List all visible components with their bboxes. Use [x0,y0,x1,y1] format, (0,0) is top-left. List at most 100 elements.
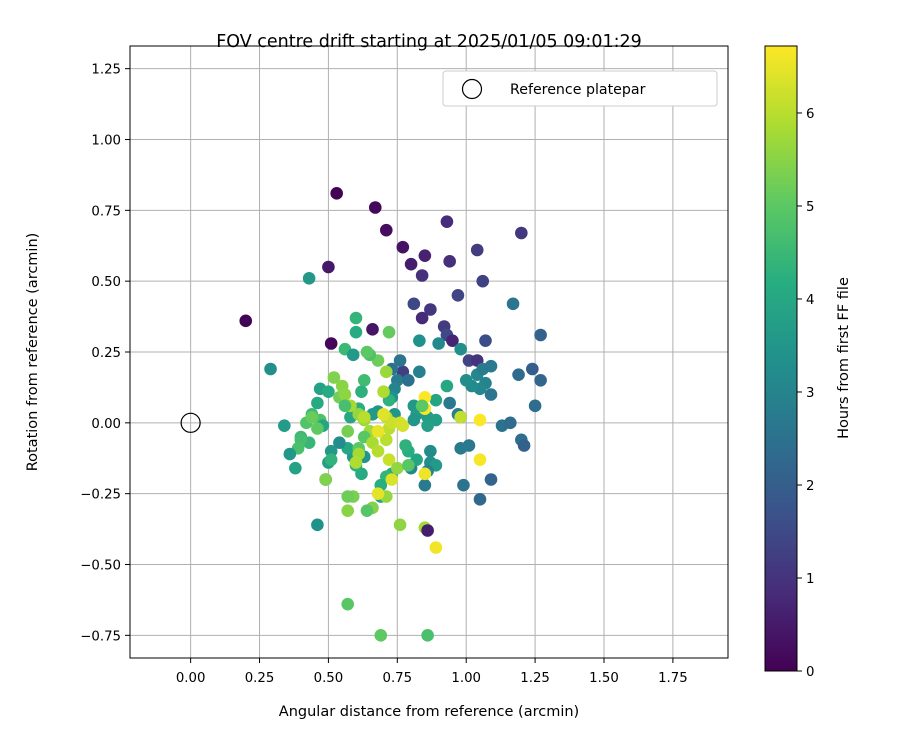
data-point [371,444,385,458]
y-tick-label: 0.00 [91,417,121,432]
data-point [424,444,437,458]
data-point [391,461,404,475]
data-point [305,410,319,424]
data-point [440,379,454,393]
data-point [371,425,385,438]
chart-title: FOV centre drift starting at 2025/01/05 … [216,32,642,52]
colorbar-gradient [764,45,798,672]
x-tick-label: 1.00 [451,671,481,686]
x-tick-label: 0.00 [176,671,206,686]
data-point [443,396,456,410]
x-tick-label: 0.50 [314,671,344,686]
y-tick-label: 0.75 [91,204,121,219]
data-point [413,334,426,347]
data-point [311,422,324,435]
data-point [382,325,396,339]
colorbar: 0 1 2 3 4 5 6 Hours from first FF file [764,45,852,680]
data-point [413,365,426,379]
data-point [407,413,421,427]
data-point [418,249,432,262]
x-axis-ticks: 0.00 0.25 0.50 0.75 1.00 1.25 1.50 1.75 [176,658,688,686]
data-point [379,365,393,379]
data-point [338,388,352,401]
data-point [289,461,302,475]
data-point [322,385,335,398]
data-point [534,374,547,387]
y-tick-label: 0.25 [91,346,121,361]
x-tick-label: 1.75 [658,671,688,686]
data-point [360,504,374,517]
data-point [278,419,291,432]
data-point [415,399,429,413]
data-point [341,490,355,503]
colorbar-label: Hours from first FF file [836,277,852,439]
data-point [239,314,253,328]
colorbar-tick-label: 0 [806,665,814,680]
data-point [393,354,407,367]
data-point [324,453,338,466]
x-tick-label: 0.75 [383,671,413,686]
colorbar-ticks: 0 1 2 3 4 5 6 [797,107,814,680]
data-point [368,201,382,214]
data-point [526,362,539,376]
data-point [338,399,352,413]
data-point [421,629,434,642]
colorbar-tick-label: 5 [806,200,814,215]
data-point [432,337,445,350]
data-point [506,297,520,311]
data-point [418,467,432,481]
data-point [429,393,443,407]
data-point [302,272,316,285]
x-tick-label: 1.25 [520,671,550,686]
data-point [283,447,297,461]
data-point [346,348,360,362]
colorbar-tick-label: 6 [806,107,814,122]
data-point [327,371,341,384]
data-point [357,374,371,387]
data-point [399,439,412,452]
data-point [503,416,517,430]
data-point [355,385,368,398]
y-tick-label: 1.00 [91,134,121,149]
legend-box [442,70,718,107]
data-point [517,439,531,452]
colorbar-tick-label: 1 [806,572,814,587]
data-point [371,487,385,500]
x-axis-label: Angular distance from reference (arcmin) [279,704,579,720]
data-point [349,311,363,325]
colorbar-tick-label: 2 [806,479,814,494]
data-point [393,518,407,532]
data-point [415,311,429,325]
data-point [473,413,487,427]
data-point [330,187,343,200]
data-point [446,334,459,347]
data-point [311,518,324,532]
y-tick-label: 0.50 [91,275,121,290]
legend-label: Reference platepar [510,82,646,98]
data-point [374,629,388,642]
data-point [349,325,363,339]
data-point [333,436,346,449]
data-point [377,385,390,398]
data-point [415,269,429,282]
data-point [360,345,374,359]
y-tick-label: −0.75 [80,629,121,644]
legend: Reference platepar [442,70,718,107]
data-point [421,524,434,537]
y-axis-ticks: 1.25 1.00 0.75 0.50 0.25 0.00 −0.25 −0.50 −0.75 [80,63,130,644]
data-point [473,453,487,466]
data-point [454,410,467,424]
data-point [534,328,547,342]
data-point [484,388,498,401]
data-point [484,473,498,486]
data-point [379,433,393,447]
data-point [407,297,421,311]
data-point [341,597,355,611]
data-point [479,334,492,347]
data-point [512,368,525,381]
y-axis-label: Rotation from reference (arcmin) [25,233,41,472]
data-point [357,410,371,424]
colorbar-tick-label: 4 [806,293,814,308]
data-point [484,359,498,373]
